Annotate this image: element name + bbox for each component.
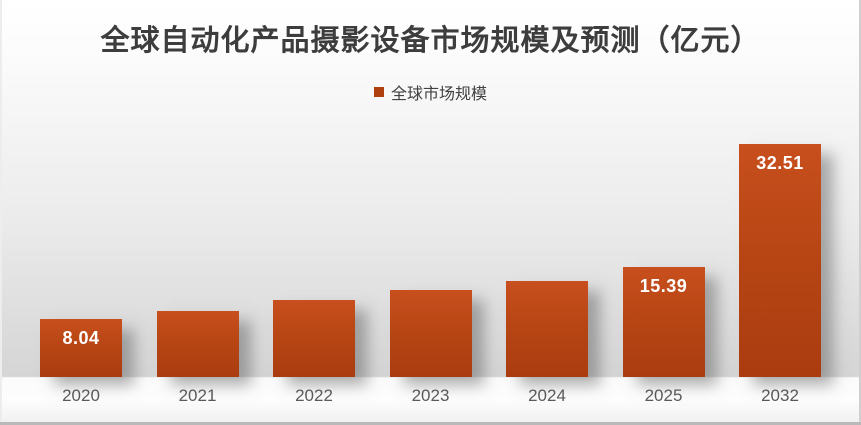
slide-edge-left	[0, 0, 2, 425]
bar-2022	[273, 300, 355, 377]
x-tick-2021: 2021	[178, 386, 217, 405]
bar-slot-2032: 32.51	[722, 110, 838, 377]
x-tick-2025: 2025	[644, 386, 683, 405]
bar-2025: 15.39	[622, 267, 705, 377]
chart-title: 全球自动化产品摄影设备市场规模及预测（亿元）	[100, 25, 761, 57]
x-tick-2032: 2032	[761, 386, 799, 405]
legend-swatch-icon	[373, 87, 384, 97]
x-tick-2020: 2020	[62, 386, 100, 405]
x-tick-2022: 2022	[295, 386, 333, 405]
data-label-2020: 8.04	[62, 328, 100, 348]
slide-edge-bottom	[0, 422, 861, 425]
x-tick-2024: 2024	[528, 386, 566, 405]
bar-slot-2021	[140, 110, 256, 377]
bar-slot-2025: 15.39	[606, 110, 722, 377]
bar-slot-2020: 8.04	[23, 110, 139, 377]
bar-2021	[156, 311, 239, 377]
plot-area: 8.04 15.39 32.51	[23, 110, 838, 377]
data-label-2025: 15.39	[639, 276, 688, 296]
data-label-2032: 32.51	[756, 153, 804, 173]
bar-2020: 8.04	[40, 319, 122, 377]
x-tick-2023: 2023	[411, 386, 450, 405]
slide-edge-right	[859, 0, 861, 425]
legend-label: 全球市场规模	[390, 86, 487, 103]
legend: 全球市场规模	[0, 80, 861, 104]
bar-slot-2022	[256, 110, 372, 377]
bar-2024	[506, 281, 588, 377]
bar-slot-2023	[373, 110, 489, 377]
bar-2032: 32.51	[739, 144, 821, 377]
x-axis: 2020 2021 2022 2023 2024 2025 2032	[23, 386, 838, 406]
bar-2023	[389, 290, 472, 377]
bar-slot-2024	[489, 110, 605, 377]
